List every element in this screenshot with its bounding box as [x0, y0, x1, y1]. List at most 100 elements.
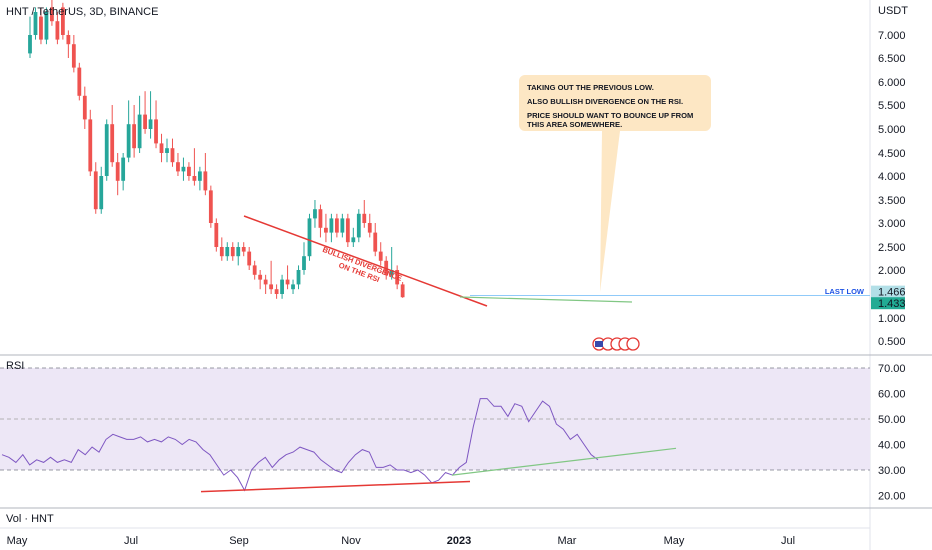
candle-body: [247, 251, 252, 266]
candle-body: [373, 232, 378, 252]
rsi-divergence-red-line[interactable]: [200, 480, 471, 493]
candle-body: [148, 119, 153, 129]
candle-body: [208, 190, 213, 223]
candle-body: [203, 171, 208, 191]
symbol-title: HNT / TetherUS, 3D, BINANCE: [6, 6, 158, 18]
price-tick-label: 0.500: [878, 336, 906, 348]
candle-body: [170, 148, 175, 163]
callout-line-1: TAKING OUT THE PREVIOUS LOW.: [527, 83, 654, 92]
candle-body: [296, 270, 301, 285]
candle-body: [280, 279, 284, 294]
candle-body: [99, 176, 104, 210]
candle-body: [82, 95, 87, 120]
flag-icon-body: [595, 341, 603, 347]
candle-body: [55, 21, 60, 40]
rsi-axis-ticks[interactable]: 70.00 60.00 50.00 40.00 30.00 20.00: [878, 363, 906, 503]
candle-body: [39, 16, 43, 40]
candle-body: [88, 119, 93, 172]
candle-body: [291, 284, 295, 290]
volume-title: Vol · HNT: [6, 513, 54, 525]
price-tag-label: 1.466: [878, 287, 906, 299]
candle-body: [340, 218, 345, 233]
candle-body: [252, 265, 257, 275]
candle-body: [187, 166, 191, 176]
candle-body: [33, 12, 38, 35]
candle-body: [285, 279, 290, 285]
price-tag-label: 1.433: [878, 298, 906, 310]
flag-icon[interactable]: [626, 337, 640, 351]
currency-label: USDT: [878, 5, 908, 17]
time-tick-label: Nov: [341, 535, 361, 547]
candle-body: [176, 162, 180, 172]
candle-body: [324, 227, 328, 233]
rsi-title: RSI: [6, 360, 24, 372]
candle-body: [137, 114, 142, 149]
price-tag-bg: [871, 285, 905, 298]
candlestick-series: [28, 0, 405, 299]
last-low-label[interactable]: LAST LOW: [825, 287, 865, 296]
candle-body: [181, 166, 186, 172]
candle-body: [115, 162, 120, 181]
candle-body: [219, 247, 224, 257]
candle-body: [66, 35, 71, 45]
candle-body: [44, 12, 49, 40]
time-tick-label: May: [664, 535, 685, 547]
price-tick-label: 2.000: [878, 265, 906, 277]
rsi-tick-label: 70.00: [878, 363, 906, 375]
price-axis-ticks[interactable]: 7.000 6.500 6.000 5.500 5.000 4.500 4.000 3.500…: [878, 30, 906, 348]
candle-body: [132, 124, 137, 149]
candle-body: [60, 7, 65, 36]
callout-line-3: PRICE SHOULD WANT TO BOUNCE UP FROM THIS…: [527, 111, 694, 129]
candle-body: [400, 284, 405, 298]
rsi-tick-label: 60.00: [878, 389, 906, 401]
candle-body: [302, 256, 306, 270]
callout-box[interactable]: TAKING OUT THE PREVIOUS LOW. ALSO BULLIS…: [519, 75, 711, 131]
price-tick-label: 6.000: [878, 77, 906, 89]
price-divergence-green-line[interactable]: [459, 296, 633, 303]
candle-body: [77, 67, 82, 96]
rsi-line[interactable]: [1, 398, 599, 492]
candle-body: [159, 143, 164, 153]
candle-body: [351, 237, 356, 243]
price-tick-label: 2.500: [878, 242, 906, 254]
candle-body: [389, 270, 394, 275]
candle-body: [236, 247, 241, 257]
candle-body: [241, 247, 246, 252]
candle-body: [225, 247, 230, 257]
price-tick-label: 4.500: [878, 148, 906, 160]
callout-pointer: [600, 131, 620, 292]
candle-body: [378, 251, 383, 261]
candle-body: [356, 213, 361, 238]
price-tick-label: 6.500: [878, 53, 906, 65]
price-tick-label: 1.000: [878, 313, 906, 325]
time-axis-ticks[interactable]: May Jul Sep Nov 2023 Mar May Jul: [7, 535, 795, 547]
candle-body: [395, 270, 400, 285]
rsi-tick-label: 30.00: [878, 465, 906, 477]
candle-body: [334, 218, 339, 233]
divergence-label[interactable]: BULLISH DIVERGENCE ON THE RSI: [318, 245, 403, 291]
price-tick-label: 4.000: [878, 171, 906, 183]
time-tick-label: Jul: [781, 535, 795, 547]
candle-body: [71, 44, 76, 68]
rsi-divergence-green-line[interactable]: [451, 447, 677, 476]
candle-body: [93, 171, 98, 210]
candle-body: [313, 209, 317, 219]
rsi-tick-label: 50.00: [878, 414, 906, 426]
time-tick-label: 2023: [447, 535, 471, 547]
candle-body: [192, 176, 197, 181]
candle-body: [197, 171, 202, 181]
price-tick-label: 5.000: [878, 124, 906, 136]
candle-body: [50, 7, 54, 22]
time-tick-label: Sep: [229, 535, 249, 547]
candle-body: [384, 260, 389, 275]
price-divergence-red-line[interactable]: [243, 215, 488, 307]
time-tick-label: Jul: [124, 535, 138, 547]
candle-body: [154, 119, 158, 144]
price-tick-label: 5.500: [878, 100, 906, 112]
event-flags[interactable]: [592, 337, 640, 351]
candle-body: [126, 124, 131, 158]
candle-body: [318, 209, 323, 228]
price-tick-label: 3.000: [878, 218, 906, 230]
price-tag-bg: [871, 297, 905, 310]
